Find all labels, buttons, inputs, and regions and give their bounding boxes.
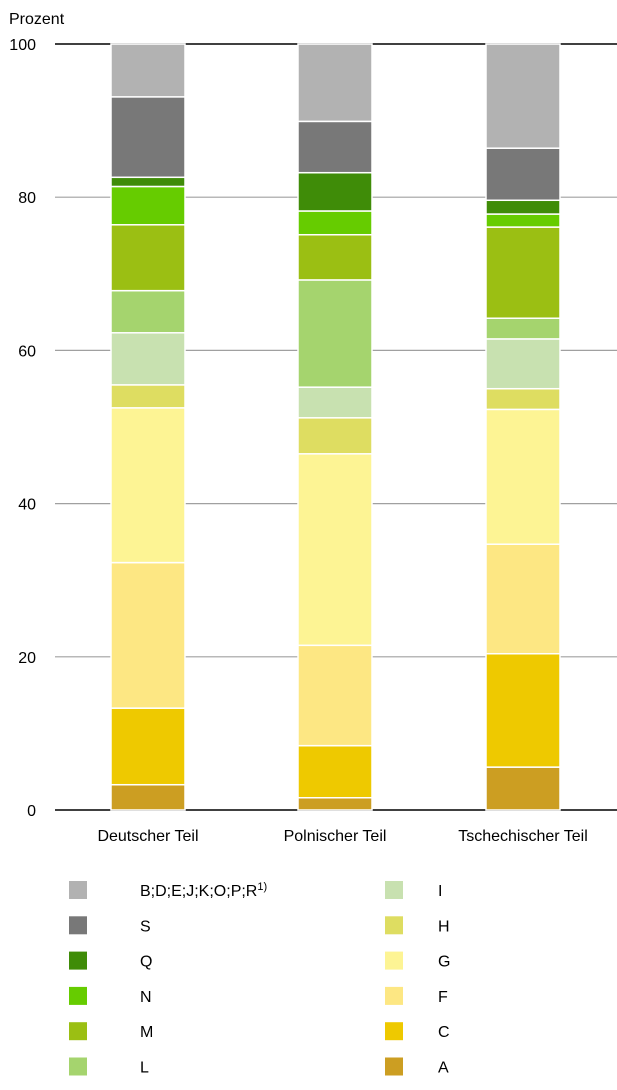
legend-swatch — [385, 1022, 403, 1041]
legend-label: H — [438, 918, 450, 935]
bar-segment-l-polnischer-teil — [297, 279, 373, 388]
bar-segment-s-deutscher-teil — [110, 96, 186, 179]
legend-swatch — [385, 916, 403, 935]
bar-segment-f-polnischer-teil — [297, 644, 373, 747]
x-tick-labels: Deutscher Teil Polnischer Teil Tschechisch… — [97, 828, 587, 845]
bar-segment-a-tschechischer-teil — [485, 766, 561, 811]
bar-segment-s-tschechischer-teil — [485, 147, 561, 202]
bar-segment-b-d-e-j-k-o-p-r-polnischer-teil — [297, 43, 373, 123]
legend-item-s: S — [69, 916, 151, 935]
bar-segment-i-tschechischer-teil — [485, 338, 561, 390]
legend-label: A — [438, 1060, 449, 1077]
bar-segment-a-polnischer-teil — [297, 796, 373, 811]
bar-segment-i-deutscher-teil — [110, 332, 186, 386]
legend-item-g: G — [385, 951, 450, 971]
legend-item-c: C — [385, 1022, 450, 1041]
bar-segment-g-tschechischer-teil — [485, 408, 561, 545]
bar-segment-f-deutscher-teil — [110, 561, 186, 709]
bar-segment-c-tschechischer-teil — [485, 652, 561, 768]
legend-label: F — [438, 989, 448, 1006]
legend-item-a: A — [385, 1057, 449, 1077]
legend-label: B;D;E;J;K;O;P;R1) — [140, 881, 267, 900]
y-tick-labels: 0 20 40 60 80 100 — [9, 37, 36, 820]
bar-segment-n-deutscher-teil — [110, 185, 186, 226]
legend-item-m: M — [69, 1022, 153, 1041]
legend-item-l: L — [69, 1057, 149, 1077]
bar-segment-i-polnischer-teil — [297, 386, 373, 419]
legend-swatch — [385, 986, 403, 1005]
bar-segment-g-deutscher-teil — [110, 407, 186, 564]
y-axis-label: Prozent — [9, 11, 65, 28]
x-tick-label: Deutscher Teil — [97, 828, 198, 845]
legend-label: I — [438, 883, 442, 900]
y-tick-label: 80 — [18, 190, 36, 207]
legend-swatch — [385, 1057, 403, 1076]
legend-label: M — [140, 1024, 153, 1041]
legend-label: C — [438, 1024, 450, 1041]
bar-segment-l-deutscher-teil — [110, 289, 186, 334]
bars — [110, 43, 561, 811]
legend-item-n: N — [69, 986, 152, 1006]
bar-segment-h-deutscher-teil — [110, 384, 186, 409]
legend-swatch — [385, 881, 403, 899]
legend-item-h: H — [385, 916, 450, 935]
bar-segment-n-polnischer-teil — [297, 210, 373, 236]
legend-swatch — [69, 916, 87, 935]
bar-segment-m-polnischer-teil — [297, 233, 373, 281]
bar-segment-g-polnischer-teil — [297, 453, 373, 647]
bar-segment-b-d-e-j-k-o-p-r-tschechischer-teil — [485, 43, 561, 149]
bar-segment-q-tschechischer-teil — [485, 199, 561, 215]
bar-segment-n-tschechischer-teil — [485, 213, 561, 228]
bar-segment-q-polnischer-teil — [297, 171, 373, 212]
legend-label: G — [438, 954, 450, 971]
bar-segment-a-deutscher-teil — [110, 783, 186, 811]
legend: B;D;E;J;K;O;P;R1) S Q N M L I H G F C A — [69, 881, 450, 1077]
legend-swatch — [69, 1057, 87, 1076]
y-tick-label: 60 — [18, 343, 36, 360]
legend-item-i: I — [385, 881, 442, 900]
bar-segment-q-deutscher-teil — [110, 176, 186, 188]
bar-segment-l-tschechischer-teil — [485, 317, 561, 340]
bar-stack-polnischer-teil — [297, 43, 373, 811]
legend-swatch — [69, 1022, 87, 1041]
legend-swatch — [385, 951, 403, 970]
bar-segment-h-polnischer-teil — [297, 417, 373, 455]
bar-segment-m-tschechischer-teil — [485, 226, 561, 319]
legend-item-f: F — [385, 986, 448, 1006]
legend-swatch — [69, 986, 87, 1005]
bar-segment-m-deutscher-teil — [110, 224, 186, 292]
legend-label: N — [140, 989, 152, 1006]
legend-item-b-d-e-j-k-o-p-r: B;D;E;J;K;O;P;R1) — [69, 881, 267, 900]
legend-label: L — [140, 1060, 149, 1077]
bar-segment-h-tschechischer-teil — [485, 387, 561, 411]
bar-segment-c-deutscher-teil — [110, 707, 186, 786]
bar-segment-s-polnischer-teil — [297, 120, 373, 174]
x-tick-label: Polnischer Teil — [284, 828, 387, 845]
legend-swatch — [69, 881, 87, 899]
x-tick-label: Tschechischer Teil — [458, 828, 588, 845]
bar-stack-deutscher-teil — [110, 43, 186, 811]
bar-segment-f-tschechischer-teil — [485, 543, 561, 655]
y-tick-label: 0 — [27, 803, 36, 820]
legend-item-q: Q — [69, 951, 152, 971]
bar-segment-c-polnischer-teil — [297, 744, 373, 799]
legend-swatch — [69, 951, 87, 970]
bar-segment-b-d-e-j-k-o-p-r-deutscher-teil — [110, 43, 186, 98]
y-tick-label: 100 — [9, 37, 36, 54]
bar-stack-tschechischer-teil — [485, 43, 561, 811]
y-tick-label: 20 — [18, 650, 36, 667]
y-tick-label: 40 — [18, 497, 36, 514]
legend-label: S — [140, 918, 151, 935]
legend-label: Q — [140, 954, 152, 971]
